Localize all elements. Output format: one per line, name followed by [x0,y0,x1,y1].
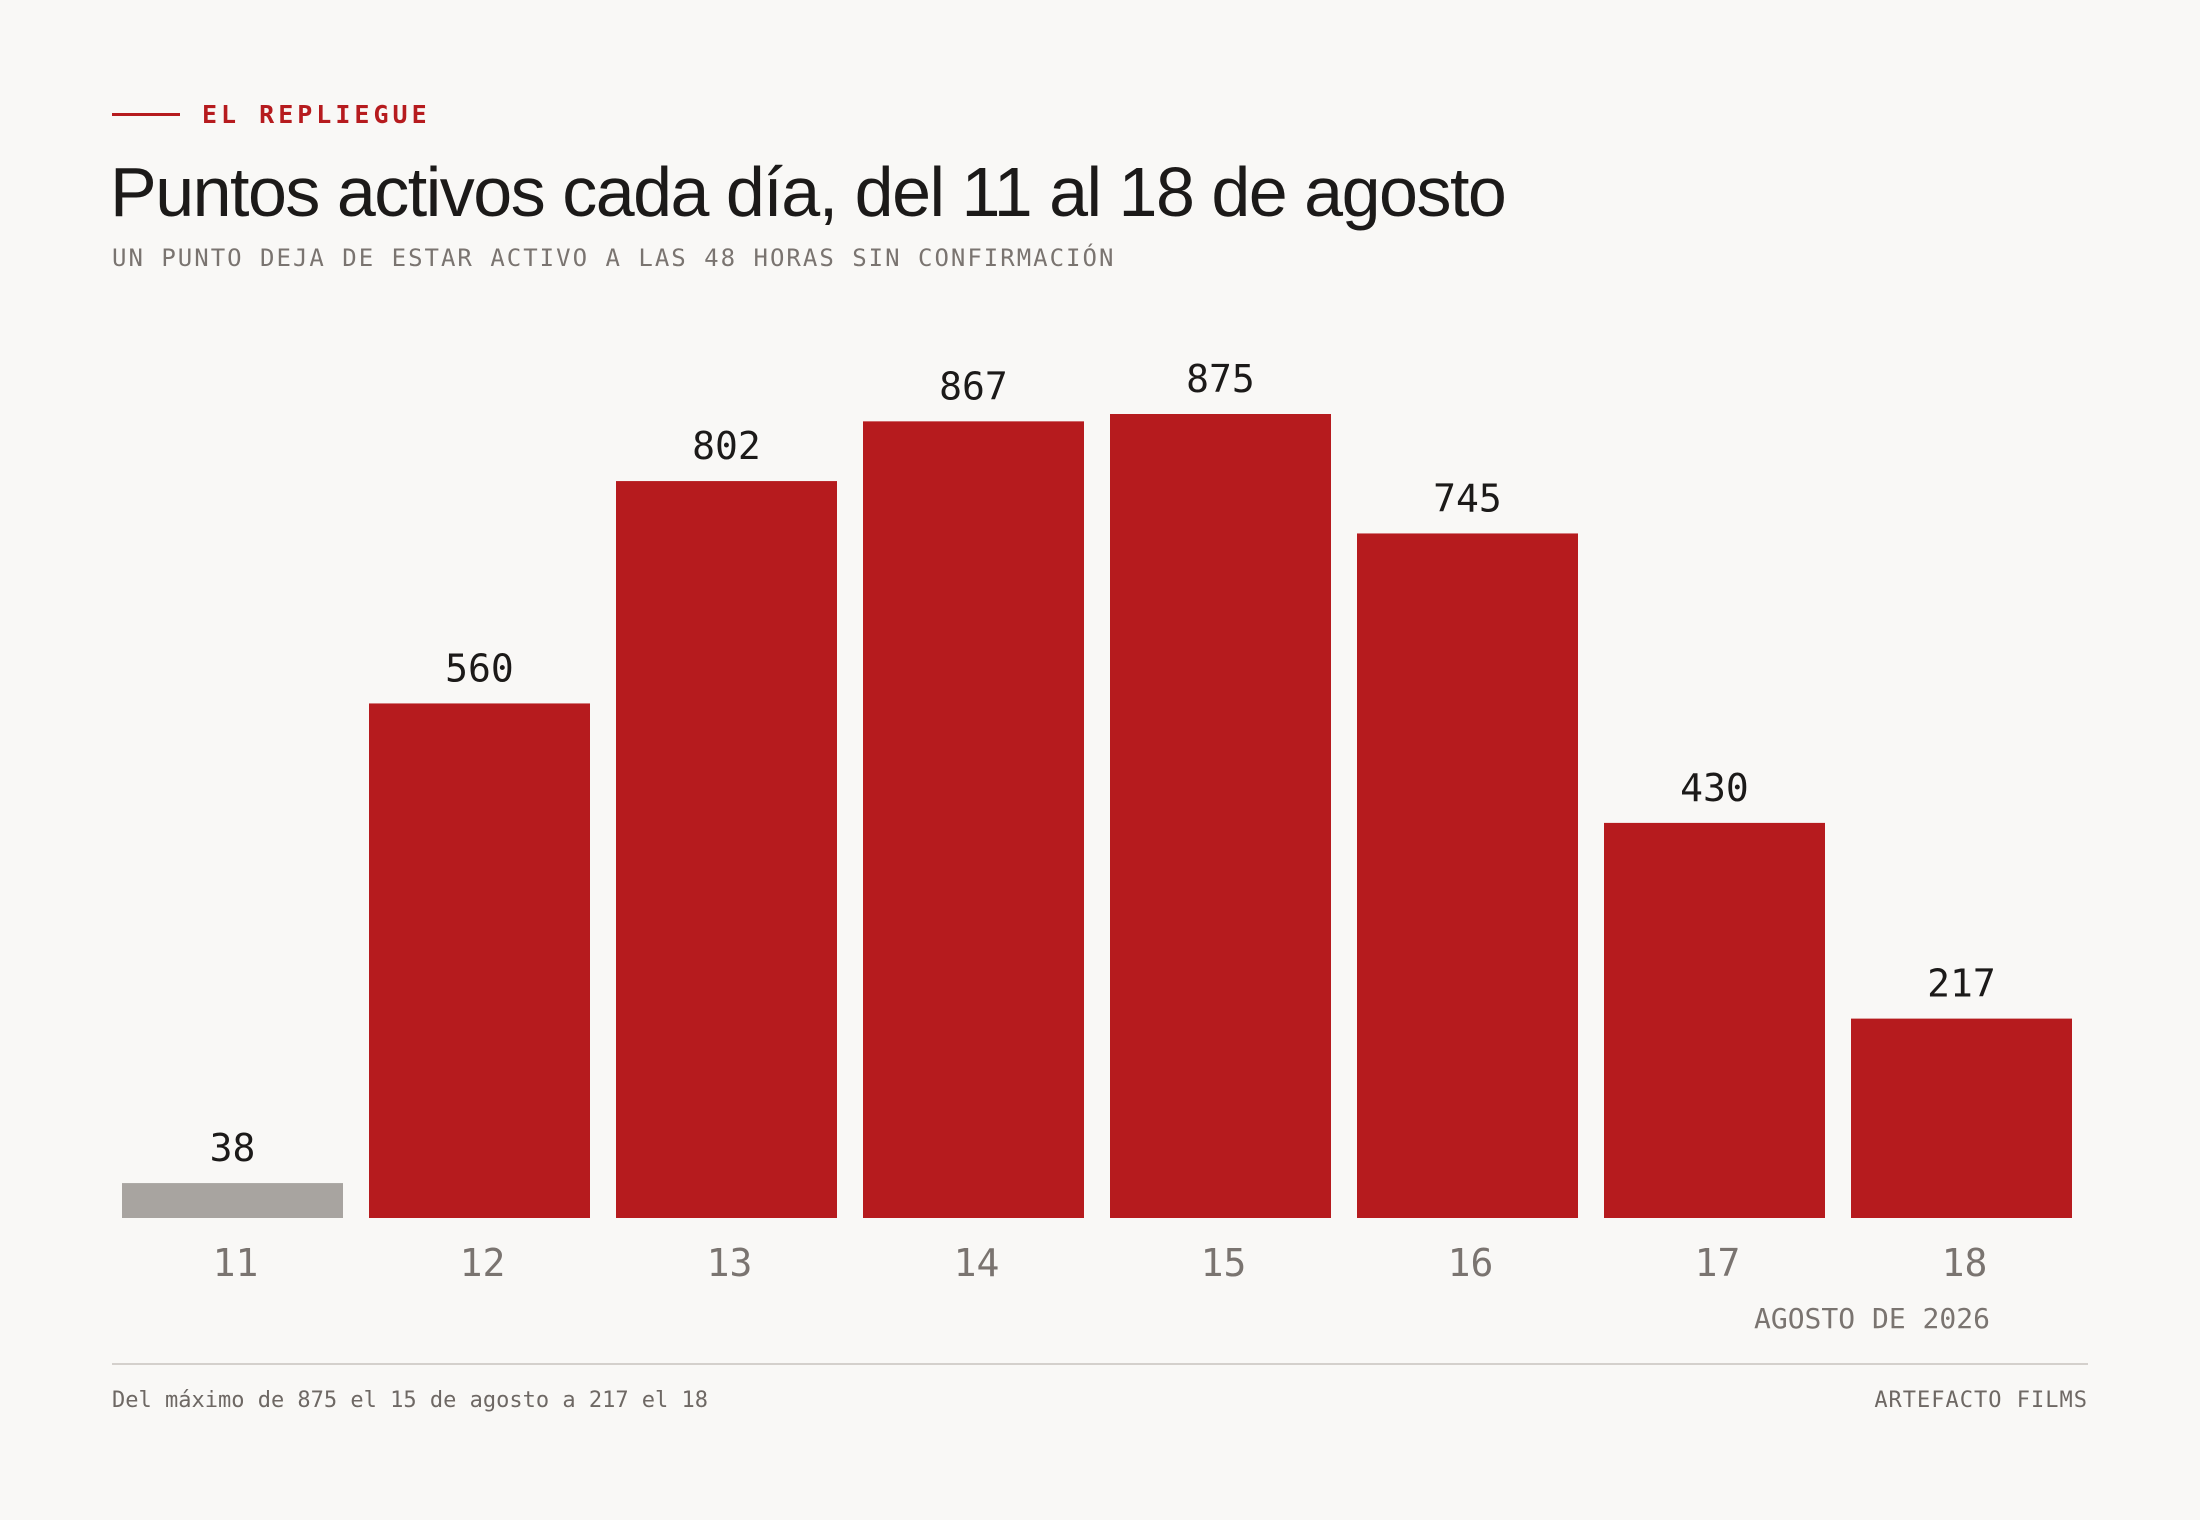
bar-value-label-11: 38 [210,1126,256,1170]
x-tick-label-16: 16 [1448,1241,1494,1285]
bar-value-label-16: 745 [1433,476,1502,520]
x-tick-label-12: 12 [460,1241,506,1285]
bar-value-label-18: 217 [1927,962,1996,1006]
kicker-text: EL REPLIEGUE [202,100,431,129]
bar-value-label-14: 867 [939,364,1008,408]
bar-14 [863,421,1084,1219]
bar-13 [616,481,837,1219]
x-axis-unit-label: AGOSTO DE 2026 [1754,1302,1990,1335]
bar-value-label-17: 430 [1680,766,1749,810]
footer-credit: ARTEFACTO FILMS [1874,1388,2088,1413]
x-tick-label-13: 13 [707,1241,753,1285]
kicker: EL REPLIEGUE [112,100,431,129]
x-tick-label-11: 11 [213,1241,259,1285]
kicker-rule [112,113,180,116]
bar-value-label-15: 875 [1186,357,1255,401]
bar-18 [1851,1018,2072,1218]
bar-15 [1110,414,1331,1218]
bar-16 [1357,533,1578,1218]
bar-11 [122,1183,343,1218]
chart-subtitle: UN PUNTO DEJA DE ESTAR ACTIVO A LAS 48 H… [112,244,1116,272]
bar-value-label-12: 560 [445,646,514,690]
bar-12 [369,703,590,1218]
bar-value-label-13: 802 [692,424,761,468]
bar-17 [1604,822,1825,1218]
footer-note: Del máximo de 875 el 15 de agosto a 217 … [112,1388,709,1413]
x-tick-label-14: 14 [954,1241,1000,1285]
x-tick-label-18: 18 [1942,1241,1988,1285]
x-tick-label-15: 15 [1201,1241,1247,1285]
x-tick-label-17: 17 [1695,1241,1741,1285]
chart-title: Puntos activos cada día, del 11 al 18 de… [110,153,1507,231]
footer-divider [112,1363,2088,1365]
bar-chart: 38 11 560 12 802 13 867 14 875 15 745 16 430 17 217 18 A… [122,357,2072,1335]
